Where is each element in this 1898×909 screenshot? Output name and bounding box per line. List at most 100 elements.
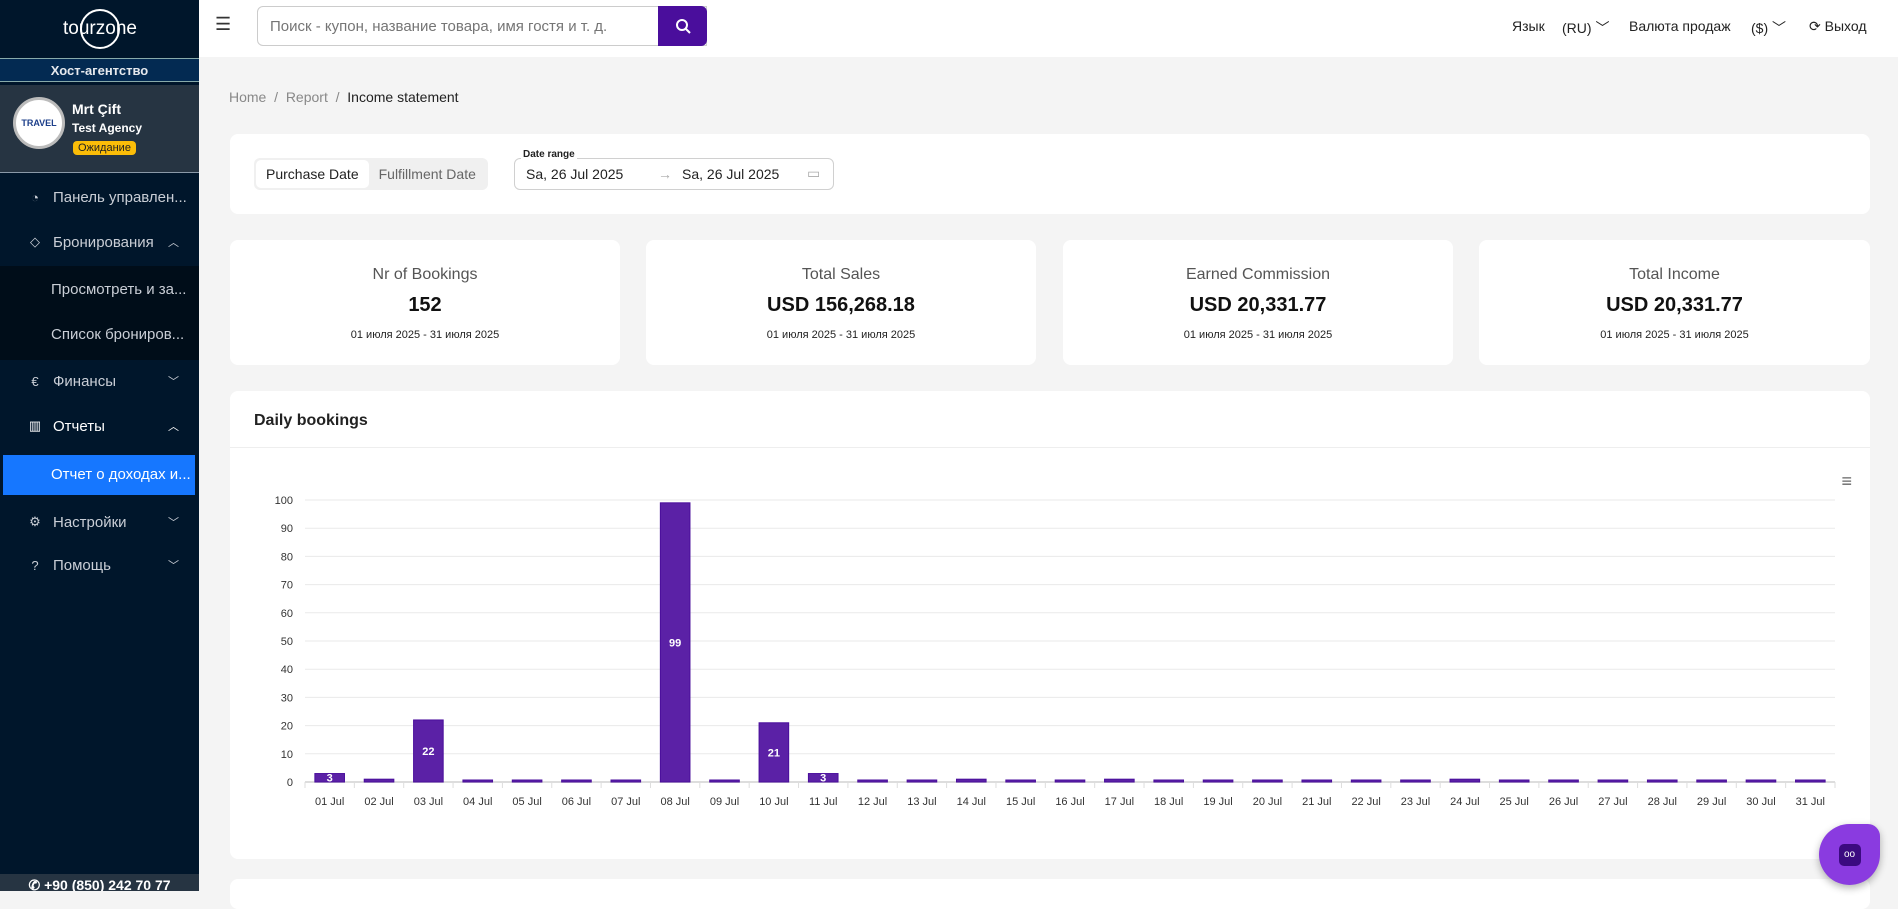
chart-menu-icon[interactable]: ≡ (1841, 471, 1852, 491)
x-tick-label: 17 Jul (1105, 796, 1134, 808)
sidebar-item-finance[interactable]: € Финансы ﹀ (0, 361, 199, 401)
x-tick-label: 14 Jul (957, 796, 986, 808)
language-select[interactable]: (RU) ﹀ (1562, 18, 1609, 38)
x-tick-label: 05 Jul (512, 796, 541, 808)
bar-data-label: 99 (669, 637, 681, 649)
x-tick-label: 19 Jul (1203, 796, 1232, 808)
bar (1350, 779, 1382, 783)
x-tick-label: 26 Jul (1549, 796, 1578, 808)
sidebar-subitem-income-report[interactable]: Отчет о доходах и... (3, 455, 195, 495)
bar (659, 502, 691, 783)
y-tick-label: 100 (275, 495, 293, 507)
sidebar-item-label: Бронирования (53, 233, 154, 251)
divider (230, 447, 1870, 448)
phone-icon: ✆ (28, 877, 45, 891)
stat-range: 01 июля 2025 - 31 июля 2025 (1600, 329, 1749, 341)
tab-purchase-date[interactable]: Purchase Date (256, 160, 369, 188)
bar (1153, 779, 1185, 783)
bar (1202, 779, 1234, 783)
search-input[interactable] (257, 6, 707, 46)
euro-icon: € (31, 373, 39, 389)
x-tick-label: 23 Jul (1401, 796, 1430, 808)
tag-icon: ◇ (30, 234, 40, 249)
bar (1548, 779, 1579, 783)
x-tick-label: 15 Jul (1006, 796, 1035, 808)
date-to[interactable]: Sa, 26 Jul 2025 (682, 166, 780, 182)
sidebar-item-label: Отчеты (53, 417, 105, 435)
sidebar-item-settings[interactable]: ⚙ Настройки ﹀ (0, 502, 199, 542)
bar (363, 778, 395, 783)
search-icon (675, 19, 691, 34)
next-card (230, 879, 1870, 909)
gear-icon: ⚙ (29, 514, 41, 529)
date-type-toggle: Purchase Date Fulfillment Date (254, 158, 488, 190)
menu-toggle-icon[interactable]: ☰ (215, 14, 232, 34)
bar (1696, 779, 1727, 783)
bar-data-label: 3 (327, 773, 333, 785)
date-range-picker[interactable]: Date range Sa, 26 Jul 2025 → Sa, 26 Jul … (514, 149, 834, 190)
y-tick-label: 50 (281, 636, 293, 648)
bar-data-label: 22 (422, 746, 434, 758)
breadcrumb-home[interactable]: Home (229, 89, 267, 105)
chevron-down-icon: ﹀ (1595, 20, 1610, 36)
sidebar-item-label: Панель управлен... (53, 188, 187, 206)
x-tick-label: 31 Jul (1796, 796, 1825, 808)
stat-title: Earned Commission (1185, 266, 1331, 283)
x-tick-label: 27 Jul (1598, 796, 1627, 808)
x-tick-label: 22 Jul (1351, 796, 1380, 808)
support-phone[interactable]: ✆ +90 (850) 242 70 77 (0, 874, 199, 891)
x-tick-label: 25 Jul (1500, 796, 1529, 808)
sidebar-subitem-booking-list[interactable]: Список брониров... (51, 326, 185, 343)
bar (561, 779, 592, 783)
currency-value: ($) (1751, 20, 1769, 36)
tourzone-logo[interactable]: tourzone (0, 0, 199, 57)
chat-widget-button[interactable]: oo (1819, 824, 1880, 885)
y-tick-label: 90 (281, 523, 293, 535)
sidebar-item-dashboard[interactable]: ◔ Панель управлен... (0, 177, 199, 217)
x-tick-label: 29 Jul (1697, 796, 1726, 808)
x-tick-label: 09 Jul (710, 796, 739, 808)
breadcrumb-report[interactable]: Report (285, 89, 328, 105)
stat-title: Nr of Bookings (372, 266, 478, 283)
date-range-label: Date range (521, 149, 577, 160)
y-tick-label: 70 (281, 580, 293, 592)
sidebar-item-bookings[interactable]: ◇ Бронирования ︿ (0, 222, 199, 262)
x-tick-label: 07 Jul (611, 796, 640, 808)
bar (511, 779, 543, 783)
chart-title: Daily bookings (254, 412, 368, 429)
avatar: TRAVEL (13, 97, 65, 149)
search-button[interactable] (658, 6, 707, 46)
stat-range: 01 июля 2025 - 31 июля 2025 (766, 329, 916, 341)
x-tick-label: 04 Jul (463, 796, 492, 808)
logout-icon: ⟳ (1809, 18, 1821, 34)
bar (1498, 779, 1530, 783)
bar (462, 779, 494, 783)
bar (857, 779, 888, 783)
sidebar-item-reports[interactable]: ▥ Отчеты ︿ (0, 406, 199, 446)
chevron-up-icon: ︿ (168, 237, 179, 249)
bar (314, 773, 345, 783)
bar (1252, 779, 1283, 783)
currency-select[interactable]: ($) ﹀ (1751, 18, 1786, 38)
x-tick-label: 10 Jul (759, 796, 788, 808)
stat-title: Total Sales (801, 266, 881, 283)
bar (906, 779, 938, 783)
x-tick-label: 16 Jul (1055, 796, 1084, 808)
chevron-down-icon: ﹀ (168, 517, 179, 529)
logout-button[interactable]: ⟳ Выход (1809, 18, 1867, 35)
bar-data-label: 21 (768, 747, 780, 759)
chart-card: Daily bookings ≡ 0 10 20 30 40 50 60 70 80 90 100 3… (230, 391, 1870, 859)
user-profile: TRAVEL Mrt Çift Test Agency Ожидание (0, 85, 199, 173)
chevron-down-icon: ﹀ (168, 560, 179, 572)
y-tick-label: 0 (287, 777, 293, 789)
sidebar-subitem-view-book[interactable]: Просмотреть и за... (51, 281, 187, 298)
stat-card-commission: Earned Commission USD 20,331.77 01 июля 20… (1063, 240, 1453, 365)
date-from[interactable]: Sa, 26 Jul 2025 (526, 166, 624, 182)
bar (1400, 779, 1431, 783)
top-header: ☰ Язык (RU) ﹀ Валюта продаж ($) ﹀ ⟳ Выхо… (199, 0, 1898, 57)
arrow-right-icon: → (658, 166, 672, 182)
x-tick-label: 02 Jul (364, 796, 393, 808)
x-tick-label: 28 Jul (1648, 796, 1677, 808)
sidebar-item-help[interactable]: ? Помощь ﹀ (0, 545, 199, 585)
tab-fulfillment-date[interactable]: Fulfillment Date (378, 166, 476, 182)
